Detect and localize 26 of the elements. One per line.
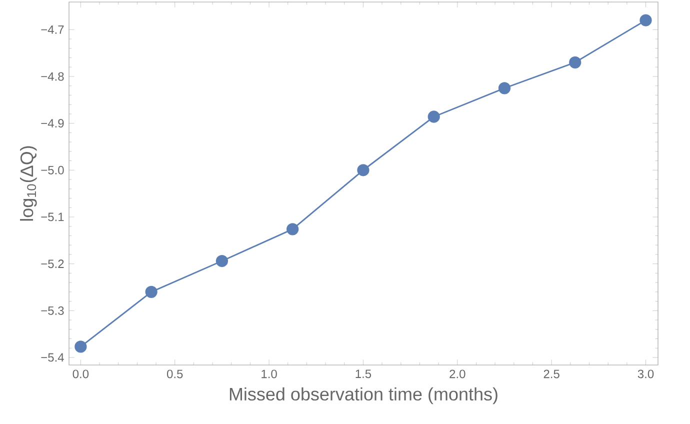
point [357, 164, 370, 176]
point [640, 14, 652, 26]
point [428, 110, 440, 123]
y-tick-label: −5.4 [41, 353, 64, 362]
y-tick-label: −4.9 [41, 119, 64, 128]
point [498, 82, 511, 94]
x-tick-label: 0.0 [72, 370, 89, 378]
y-tick-label: −5.0 [41, 166, 64, 174]
y-tick-label: −5.2 [41, 260, 64, 268]
x-axis-title: Missed observation time (months) [230, 387, 498, 404]
x-tick-label: 3.0 [638, 370, 654, 378]
y-axis-title: log$_{10}$(ΔQ) [20, 146, 37, 221]
y-tick-label: −4.7 [41, 25, 64, 34]
point [145, 286, 158, 298]
x-tick-label: 0.5 [166, 370, 183, 378]
point [216, 254, 228, 268]
x-tick-label: 1.0 [262, 370, 277, 378]
x-tick-label: 1.5 [356, 370, 372, 378]
y-tick-label: −5.1 [41, 212, 64, 222]
y-tick-label: −4.8 [41, 72, 64, 81]
y-tick-label: −5.3 [41, 306, 64, 315]
x-tick-label: 2.0 [450, 370, 466, 378]
x-tick-label: 2.5 [544, 370, 560, 378]
point [569, 56, 582, 68]
point [74, 340, 87, 353]
point [286, 223, 299, 236]
